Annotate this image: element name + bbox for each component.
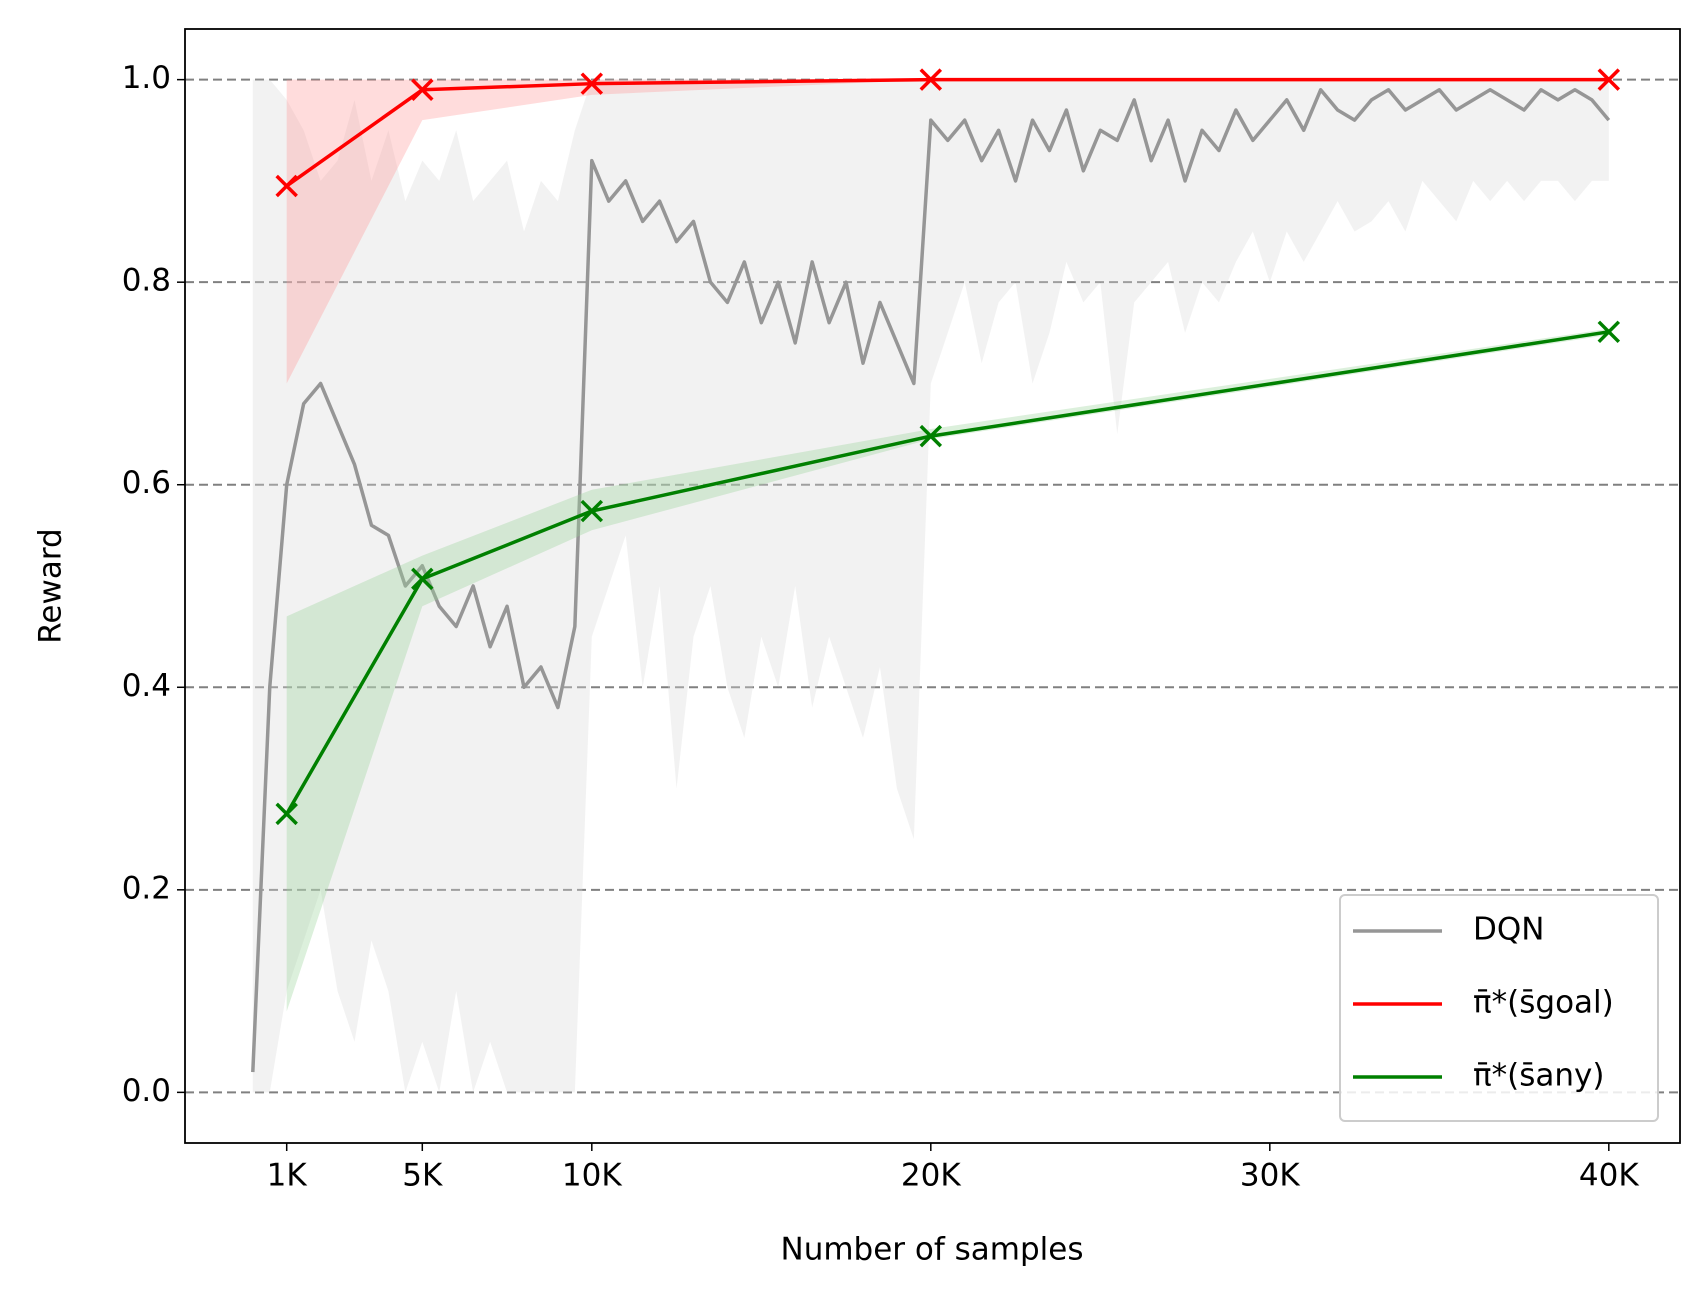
marker: [580, 72, 604, 95]
series-line: [251, 88, 1611, 1073]
y-tick-label: 0.0: [122, 1073, 171, 1109]
y-tick-label: 0.4: [122, 668, 171, 704]
legend-label: DQN: [1473, 912, 1544, 948]
marker: [1597, 320, 1621, 344]
x-axis-label: Number of samples: [781, 1232, 1084, 1268]
band: [286, 328, 1609, 1012]
band: [286, 79, 1609, 384]
y-tick-label: 0.6: [122, 465, 171, 501]
marker: [411, 78, 434, 102]
marker: [275, 802, 298, 826]
plot-frame: [184, 28, 1681, 1144]
x-tick-label: 30K: [1240, 1158, 1300, 1194]
band: [252, 79, 1609, 1093]
y-tick-label: 0.8: [122, 263, 171, 299]
legend-label: π̄*(s̄goal): [1473, 985, 1614, 1021]
marker: [1597, 68, 1621, 91]
x-tick-label: 5K: [402, 1158, 443, 1194]
y-axis-label: Reward: [33, 528, 69, 643]
x-tick-label: 40K: [1579, 1158, 1639, 1194]
y-tick-label: 1.0: [122, 60, 171, 96]
x-tick-label: 10K: [562, 1158, 622, 1194]
marker: [411, 567, 434, 591]
marker: [919, 68, 943, 91]
x-tick-label: 1K: [267, 1158, 308, 1194]
marker: [275, 174, 298, 198]
marker: [919, 424, 943, 448]
x-tick-label: 20K: [901, 1158, 961, 1194]
legend-box: [1339, 894, 1659, 1122]
marker: [580, 499, 604, 523]
y-tick-label: 0.2: [122, 870, 171, 906]
legend-label: π̄*(s̄any): [1473, 1058, 1605, 1094]
